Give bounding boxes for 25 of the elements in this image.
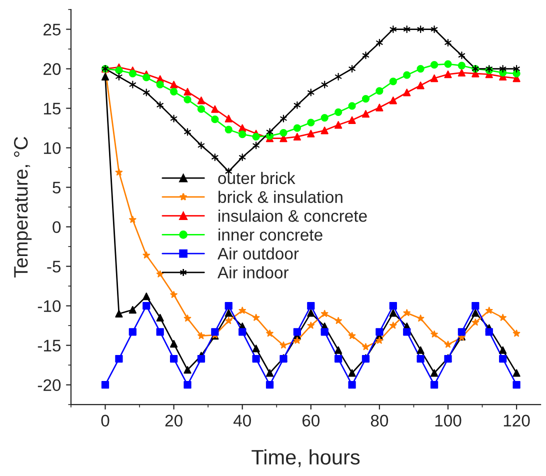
y-tick-label: 5 — [52, 182, 61, 194]
x-tick-label: 0 — [101, 414, 110, 427]
x-tick-label: 40 — [233, 414, 251, 427]
y-tick-label: -10 — [38, 300, 61, 312]
x-tick-label: 80 — [370, 414, 388, 427]
y-tick-label: -5 — [47, 260, 61, 273]
y-tick-label: 25 — [44, 24, 61, 36]
x-tick-label: 100 — [435, 414, 462, 427]
y-tick-label: -20 — [38, 379, 61, 392]
x-tick-label: 60 — [302, 414, 320, 427]
y-tick-label: -15 — [38, 340, 61, 352]
x-tick-label: 120 — [504, 414, 530, 427]
legend-label: inner concrete — [218, 228, 322, 241]
y-tick-label: 10 — [44, 142, 61, 154]
legend-label: brick & insulation — [218, 190, 342, 203]
y-tick-label: 20 — [44, 63, 61, 75]
x-tick-label: 20 — [165, 414, 182, 427]
y-tick-label: 0 — [52, 221, 61, 234]
x-axis-title: Time, hours — [252, 449, 360, 468]
legend-label: insulaion & concrete — [218, 210, 367, 222]
legend-label: Air outdoor — [218, 247, 299, 260]
y-tick-label: 15 — [44, 102, 61, 114]
legend-label: Air indoor — [218, 266, 289, 278]
legend-label: outer brick — [218, 172, 296, 184]
y-axis-title: Temperature, °C — [14, 136, 32, 278]
